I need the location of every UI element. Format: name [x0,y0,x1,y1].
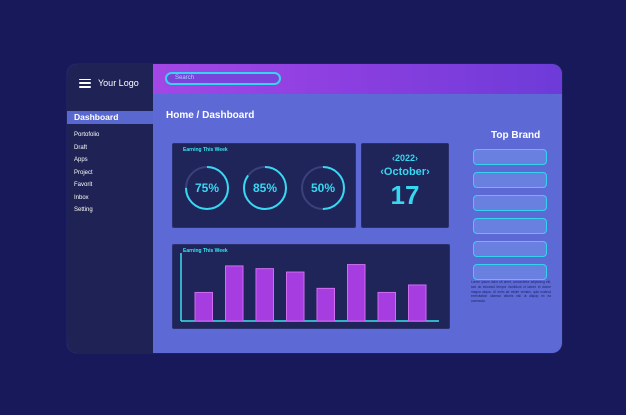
brand-button-5[interactable] [473,241,547,257]
chart-bar [316,287,335,322]
logo-text: Your Logo [98,78,139,88]
chevron-left-icon[interactable]: ‹ [380,166,384,178]
chart-bar [377,291,396,322]
dashboard-window: Your Logo Dashboard Portofolio Draft App… [67,64,562,353]
chart-bar [255,268,274,322]
top-bar: Search [153,64,562,94]
chart-bar [286,271,305,322]
chevron-left-icon[interactable]: ‹ [391,153,395,163]
brand-button-3[interactable] [473,195,547,211]
logo[interactable]: Your Logo [79,78,139,88]
breadcrumb: Home / Dashboard [166,110,255,121]
chart-bar [225,265,244,322]
date-month: ‹October› [380,166,430,178]
earning-chart-panel: Earning This Week [172,244,450,329]
top-brand-title: Top Brand [491,130,541,141]
search-input[interactable]: Search [165,72,281,85]
brand-button-2[interactable] [473,172,547,188]
gauge-50: 50% [299,164,347,212]
sidebar-item-project[interactable]: Project [74,169,93,176]
sidebar: Your Logo Dashboard Portofolio Draft App… [67,64,153,353]
sidebar-item-favorit[interactable]: Favorit [74,182,93,188]
panel-title: Earning This Week [183,147,228,153]
gauge-ring-icon [243,166,287,210]
sidebar-item-apps[interactable]: Apps [74,157,88,163]
date-day: 17 [390,180,420,210]
chevron-right-icon[interactable]: › [415,153,419,163]
sidebar-item-dashboard[interactable]: Dashboard [67,111,153,124]
main-content: Home / Dashboard Earning This Week 75% 8… [153,94,562,353]
gauge-85: 85% [241,164,289,212]
brand-button-6[interactable] [473,264,547,280]
sidebar-item-draft[interactable]: Draft [74,144,88,151]
brand-button-1[interactable] [473,149,547,165]
gauge-75: 75% [183,164,231,212]
bar-chart [180,253,439,322]
gauge-label: 85% [252,181,278,195]
chevron-right-icon[interactable]: › [426,166,430,178]
gauge-ring-icon [185,166,229,210]
gauge-label: 50% [310,181,336,195]
sidebar-item-inbox[interactable]: Inbox [74,194,89,201]
sidebar-item-portofolio[interactable]: Portofolio [74,132,100,138]
earning-gauges-panel: Earning This Week 75% 85% [172,143,356,228]
hamburger-menu-icon[interactable] [79,78,91,88]
chart-title: Earning This Week [183,248,228,254]
sidebar-nav: Portofolio Draft Apps Project Favorit In… [74,129,99,217]
brand-description: Lorem ipsum dolor sit amet, consectetur … [471,280,551,304]
gauge-label: 75% [194,181,220,195]
sidebar-item-label: Dashboard [74,112,119,122]
date-year: ‹2022› [391,153,419,163]
chart-bar [194,291,213,322]
chart-bar [408,284,427,322]
sidebar-item-setting[interactable]: Setting [74,207,93,213]
date-panel: ‹2022› ‹October› 17 [361,143,449,228]
chart-bar [347,264,366,322]
brand-button-4[interactable] [473,218,547,234]
gauge-ring-icon [301,166,345,210]
